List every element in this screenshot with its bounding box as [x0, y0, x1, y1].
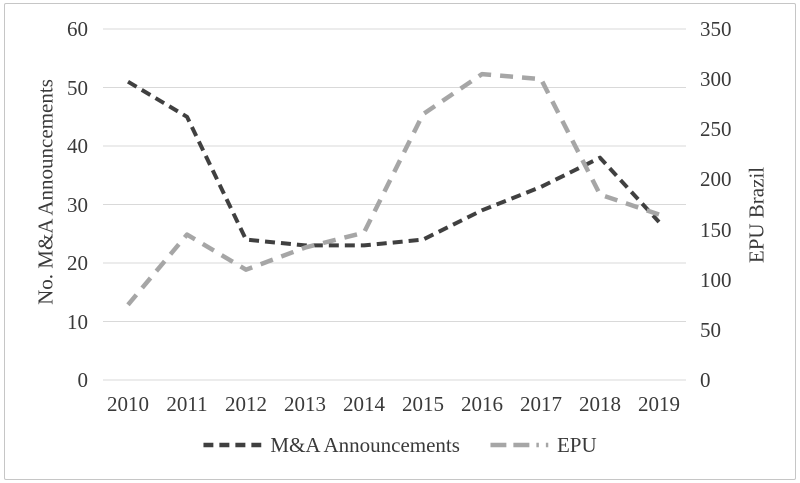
right-axis-tick-label: 150: [700, 217, 732, 242]
left-axis-tick-label: 30: [67, 192, 88, 217]
x-axis-tick-label: 2013: [284, 392, 326, 416]
legend-label-mna: M&A Announcements: [270, 433, 460, 457]
left-axis-tick-label: 50: [67, 75, 88, 100]
legend-item-mna: M&A Announcements: [203, 433, 460, 457]
epu-line-swatch-icon: [489, 442, 548, 448]
x-axis-tick-label: 2012: [225, 392, 267, 416]
x-axis-tick-label: 2015: [402, 392, 444, 416]
left-axis-title: No. M&A Announcements: [33, 79, 58, 305]
right-axis-title: EPU Brazil: [744, 166, 769, 264]
x-axis-tick-label: 2016: [461, 392, 503, 416]
right-axis-tick-label: 300: [700, 67, 732, 92]
mna-series-line: [126, 79, 661, 248]
legend: M&A Announcements EPU: [203, 433, 597, 457]
right-axis-tick-label: 100: [700, 267, 732, 292]
left-axis-tick-label: 60: [67, 17, 88, 41]
right-axis-tick-label: 0: [700, 368, 711, 392]
legend-label-epu: EPU: [556, 433, 597, 457]
legend-item-epu: EPU: [489, 433, 597, 457]
epu-series-line: [126, 71, 660, 307]
mna-line-swatch-icon: [203, 442, 262, 448]
left-axis-tick-label: 20: [67, 251, 88, 275]
left-axis-tick-label: 10: [67, 309, 88, 334]
x-axis-tick-label: 2010: [107, 392, 149, 416]
right-axis-tick-label: 350: [700, 17, 732, 41]
x-axis-tick-label: 2017: [520, 392, 562, 416]
left-axis-tick-label: 0: [77, 368, 89, 392]
x-axis-tick-label: 2011: [166, 392, 208, 416]
x-axis-tick-label: 2014: [343, 392, 385, 416]
right-axis-tick-label: 200: [700, 167, 732, 192]
right-axis-tick-label: 50: [700, 317, 721, 342]
left-axis-tick-label: 40: [67, 134, 88, 158]
right-axis-tick-label: 250: [700, 117, 732, 142]
x-axis-tick-label: 2018: [579, 392, 621, 416]
x-axis-tick-label: 2019: [638, 392, 680, 416]
